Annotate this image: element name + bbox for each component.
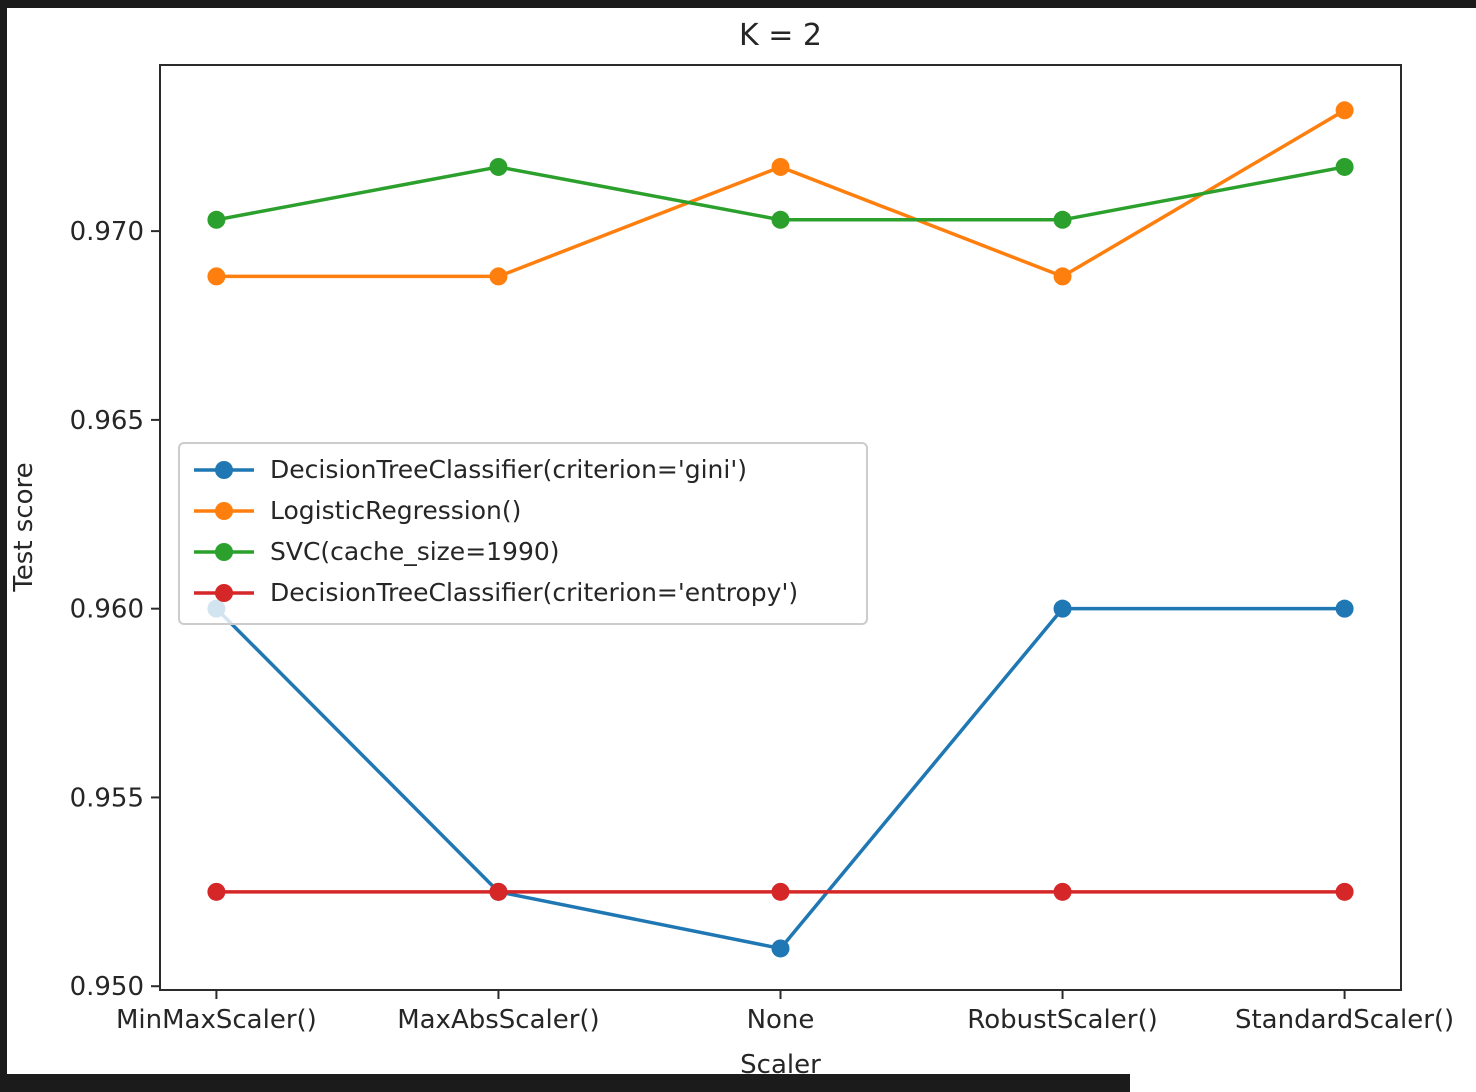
x-tick-label: MinMaxScaler() (116, 1005, 317, 1035)
data-point (1335, 157, 1354, 176)
legend-item: DecisionTreeClassifier(criterion='entrop… (192, 572, 854, 613)
x-tick-label: MaxAbsScaler() (397, 1005, 600, 1035)
data-point (207, 267, 226, 286)
chart-title: K = 2 (739, 18, 822, 53)
data-point (1335, 882, 1354, 901)
data-point (771, 882, 790, 901)
legend-item: DecisionTreeClassifier(criterion='gini') (192, 449, 854, 490)
legend-marker (194, 501, 254, 520)
data-point (1053, 210, 1072, 229)
legend-marker (194, 460, 254, 479)
legend-item: SVC(cache_size=1990) (192, 531, 854, 572)
x-tick-label: StandardScaler() (1235, 1005, 1454, 1035)
data-point (771, 210, 790, 229)
data-point (771, 939, 790, 958)
y-tick-label: 0.970 (70, 217, 144, 247)
y-tick-label: 0.960 (70, 595, 144, 625)
data-point (207, 210, 226, 229)
y-tick-label: 0.950 (70, 972, 144, 1002)
data-point (1053, 882, 1072, 901)
legend-item-label: DecisionTreeClassifier(criterion='entrop… (270, 578, 799, 607)
data-point (1335, 101, 1354, 120)
legend-item: LogisticRegression() (192, 490, 854, 531)
legend: DecisionTreeClassifier(criterion='gini')… (178, 442, 868, 625)
series-line (214, 108, 1347, 279)
data-point (1053, 267, 1072, 286)
data-point (1053, 599, 1072, 618)
y-axis-label: Test score (9, 462, 39, 592)
data-point (489, 157, 508, 176)
y-tick-label: 0.955 (70, 783, 144, 813)
bottom-edge-strip (0, 1074, 1130, 1092)
x-tick-label: RobustScaler() (967, 1005, 1157, 1035)
legend-item-label: LogisticRegression() (270, 496, 522, 525)
data-point (1335, 599, 1354, 618)
legend-marker (194, 583, 254, 602)
legend-item-label: SVC(cache_size=1990) (270, 537, 560, 566)
data-point (207, 882, 226, 901)
y-tick-label: 0.965 (70, 406, 144, 436)
legend-marker (194, 542, 254, 561)
data-point (489, 267, 508, 286)
x-tick-label: None (747, 1005, 815, 1035)
data-point (489, 882, 508, 901)
legend-item-label: DecisionTreeClassifier(criterion='gini') (270, 455, 747, 484)
data-point (771, 157, 790, 176)
